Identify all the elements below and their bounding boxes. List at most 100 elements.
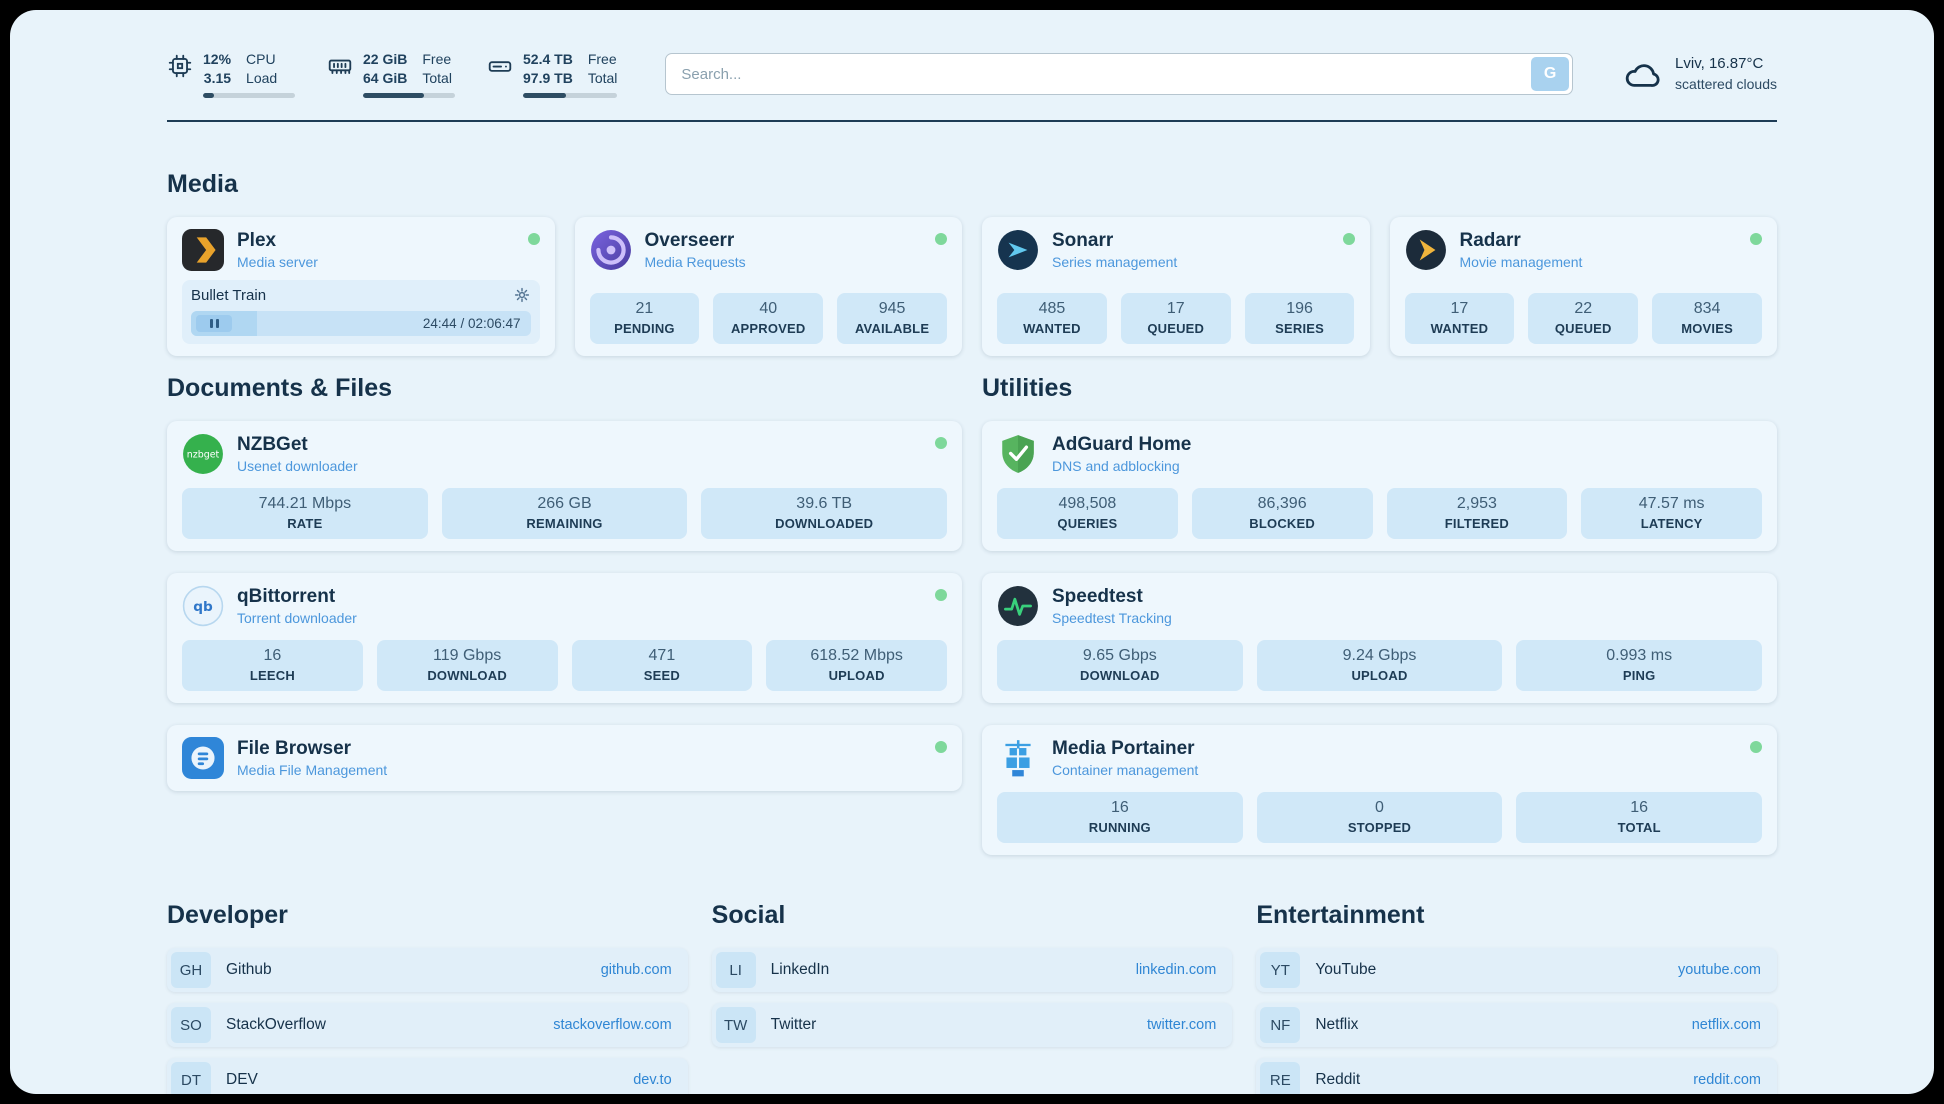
documents-cards: nzbget NZBGet Usenet downloader 744.21 M…: [167, 421, 962, 791]
app-card[interactable]: Radarr Movie management 17 WANTED 22 QUE…: [1389, 217, 1777, 356]
stat-box: 17 QUEUED: [1120, 293, 1231, 344]
bookmark-initials-icon: TW: [715, 1007, 756, 1043]
bookmark-row[interactable]: NF Netflix netflix.com: [1256, 1003, 1777, 1047]
settings-icon[interactable]: [513, 286, 531, 304]
search-engine-button[interactable]: G: [1531, 57, 1570, 91]
bookmark-name: Netflix: [1315, 1016, 1359, 1033]
app-card[interactable]: Speedtest Speedtest Tracking 9.65 Gbps D…: [982, 573, 1777, 703]
bookmark-name: StackOverflow: [226, 1016, 326, 1033]
now-playing: Bullet Train 24:44 / 02:06:47: [182, 280, 540, 344]
bookmark-url-link[interactable]: netflix.com: [1691, 1017, 1761, 1033]
dashboard-panel: 12% 3.15 CPU Load: [10, 10, 1934, 1094]
bookmark-url-link[interactable]: stackoverflow.com: [553, 1017, 672, 1033]
bookmark-row[interactable]: RE Reddit reddit.com: [1256, 1058, 1777, 1094]
app-card[interactable]: qb qBittorrent Torrent downloader 16 LEE…: [167, 573, 962, 703]
stat-label: LATENCY: [1640, 516, 1703, 531]
bookmark-url-link[interactable]: github.com: [600, 962, 672, 978]
stat-box: 17 WANTED: [1404, 293, 1515, 344]
stat-label: BLOCKED: [1249, 516, 1315, 531]
stat-value: 16: [1110, 799, 1129, 816]
stat-label: SEED: [643, 668, 680, 683]
stat-box: 86,396 BLOCKED: [1191, 488, 1373, 539]
section-entertainment: Entertainment YT YouTube youtube.com NF …: [1256, 901, 1777, 1094]
stat-label: QUERIES: [1057, 516, 1118, 531]
stat-value: 47.57 ms: [1638, 495, 1705, 512]
app-card[interactable]: File Browser Media File Management: [167, 725, 962, 791]
nzbget-icon: nzbget: [182, 433, 224, 475]
status-online-dot: [1750, 233, 1762, 245]
search-area: G: [665, 53, 1574, 95]
cpu-widget: 12% 3.15 CPU Load: [167, 50, 295, 99]
section-media: Media Plex Media server Bullet Train 24:…: [167, 170, 1777, 356]
bookmark-initials-icon: YT: [1260, 952, 1301, 988]
stat-value: 16: [1630, 799, 1649, 816]
app-card[interactable]: Plex Media server Bullet Train 24:44 / 0…: [167, 217, 555, 356]
pause-button[interactable]: [196, 315, 232, 332]
stat-box: 498,508 QUERIES: [997, 488, 1178, 539]
bookmark-name: LinkedIn: [770, 961, 830, 978]
bookmark-row[interactable]: LI LinkedIn linkedin.com: [711, 948, 1233, 992]
app-card-header: Plex Media server: [182, 229, 540, 271]
weather-widget[interactable]: Lviv, 16.87°C scattered clouds: [1621, 53, 1777, 95]
disk-progress-bar: [523, 93, 618, 99]
stats-row: 17 WANTED 22 QUEUED 834 MOVIES: [1404, 293, 1763, 344]
bookmark-name: Reddit: [1315, 1071, 1361, 1088]
app-subtitle: Usenet downloader: [237, 458, 358, 474]
stat-value: 21: [635, 300, 654, 317]
bookmark-url-link[interactable]: youtube.com: [1677, 962, 1761, 978]
stat-label: FILTERED: [1444, 516, 1509, 531]
stat-label: SERIES: [1275, 321, 1325, 336]
app-card[interactable]: Sonarr Series management 485 WANTED 17 Q…: [982, 217, 1370, 356]
stat-label: PING: [1622, 668, 1656, 683]
stats-row: 21 PENDING 40 APPROVED 945 AVAILABLE: [589, 293, 948, 344]
cpu-icon: [167, 53, 193, 79]
cpu-load-label: Load: [246, 69, 278, 86]
bookmark-url-link[interactable]: reddit.com: [1693, 1072, 1761, 1088]
stat-label: PENDING: [614, 321, 675, 336]
bookmark-url-link[interactable]: twitter.com: [1147, 1017, 1217, 1033]
now-playing-title: Bullet Train: [191, 286, 267, 304]
app-card-header: Sonarr Series management: [997, 229, 1355, 271]
bookmark-url-link[interactable]: linkedin.com: [1135, 962, 1217, 978]
svg-text:nzbget: nzbget: [187, 450, 220, 461]
app-name: File Browser: [237, 738, 352, 759]
app-card-header: qb qBittorrent Torrent downloader: [182, 585, 947, 627]
bookmark-row[interactable]: DT DEV dev.to: [167, 1058, 688, 1094]
bookmark-row[interactable]: TW Twitter twitter.com: [711, 1003, 1233, 1047]
search-input[interactable]: [669, 65, 1532, 83]
stat-label: STOPPED: [1347, 820, 1412, 835]
cpu-label: CPU: [246, 50, 276, 67]
app-card[interactable]: nzbget NZBGet Usenet downloader 744.21 M…: [167, 421, 962, 551]
stats-row: 9.65 Gbps DOWNLOAD 9.24 Gbps UPLOAD 0.99…: [997, 640, 1763, 691]
app-card[interactable]: Media Portainer Container management 16 …: [982, 725, 1777, 855]
app-subtitle: Torrent downloader: [237, 610, 357, 626]
stat-value: 744.21 Mbps: [258, 495, 352, 512]
bookmark-url-link[interactable]: dev.to: [633, 1072, 672, 1088]
stat-label: TOTAL: [1617, 820, 1661, 835]
radarr-icon: [1405, 229, 1447, 271]
app-name: qBittorrent: [237, 586, 336, 607]
app-card[interactable]: AdGuard Home DNS and adblocking 498,508 …: [982, 421, 1777, 551]
app-subtitle: Media server: [237, 254, 318, 270]
app-card-header: Radarr Movie management: [1405, 229, 1762, 271]
bookmark-row[interactable]: SO StackOverflow stackoverflow.com: [167, 1003, 688, 1047]
memory-free-label: Free: [422, 50, 452, 67]
speedtest-icon: [997, 585, 1039, 627]
playback-progress-bar[interactable]: 24:44 / 02:06:47: [191, 311, 531, 336]
bookmark-initials-icon: RE: [1260, 1062, 1301, 1094]
section-title-documents: Documents & Files: [167, 374, 393, 402]
status-online-dot: [935, 589, 947, 601]
section-documents: Documents & Files nzbget NZBGet Usenet d…: [167, 374, 962, 791]
utilities-cards: AdGuard Home DNS and adblocking 498,508 …: [982, 421, 1777, 855]
app-name: Radarr: [1459, 230, 1521, 251]
app-card[interactable]: Overseerr Media Requests 21 PENDING 40 A…: [574, 217, 962, 356]
stat-box: 40 APPROVED: [713, 293, 824, 344]
bookmark-row[interactable]: YT YouTube youtube.com: [1256, 948, 1777, 992]
developer-links: GH Github github.com SO StackOverflow st…: [167, 948, 688, 1094]
app-name: Speedtest: [1052, 586, 1143, 607]
app-subtitle: Movie management: [1459, 254, 1583, 270]
app-subtitle: Series management: [1052, 254, 1178, 270]
bookmark-row[interactable]: GH Github github.com: [167, 948, 688, 992]
stat-box: 21 PENDING: [589, 293, 700, 344]
header-divider: [167, 120, 1777, 122]
